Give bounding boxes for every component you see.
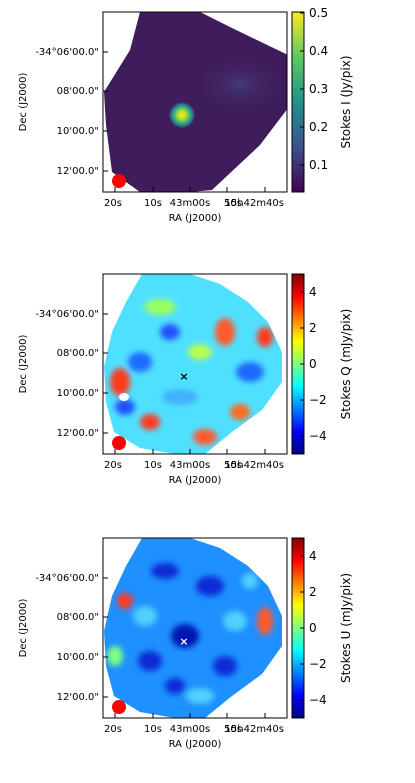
stokes-i-map <box>104 12 287 192</box>
x-axis-label: RA (J2000) <box>169 213 222 224</box>
beam-ellipse <box>112 700 126 714</box>
colorbar-tick-label: 4 <box>309 549 317 563</box>
x-tick-label: 10s <box>144 724 162 735</box>
beam-ellipse <box>112 174 126 188</box>
colorbar-tick-label: 0.2 <box>309 120 328 134</box>
stokes-u-panel: × 20s 10s 43m00s 50s 15h42m40s -34°06'00… <box>0 526 415 779</box>
x-tick-label: 20s <box>104 724 122 735</box>
x-tick-label: 43m00s <box>170 724 210 735</box>
colorbar-label: Stokes U (mJy/pix) <box>339 573 353 683</box>
colorbar-ticks <box>300 291 304 437</box>
y-axis-label: Dec (J2000) <box>18 335 29 394</box>
y-tick-label: 12'00.0" <box>57 692 99 703</box>
x-tick-label: 15h42m40s <box>225 460 284 471</box>
stokes-i-panel: 20s 10s 43m00s 50s 15h42m40s -34°06'00.0… <box>0 0 415 253</box>
x-tick-label: 15h42m40s <box>225 198 284 209</box>
x-tick-label: 15h42m40s <box>225 724 284 735</box>
x-tick-label: 10s <box>144 460 162 471</box>
x-axis-label: RA (J2000) <box>169 475 222 486</box>
colorbar-label: Stokes I (Jy/pix) <box>339 55 353 148</box>
beam-ellipse <box>112 436 126 450</box>
y-axis-label: Dec (J2000) <box>18 599 29 658</box>
y-tick-label: -34°06'00.0" <box>35 309 99 320</box>
x-tick-label: 50s <box>224 198 242 209</box>
colorbar-tick-label: −4 <box>309 693 327 707</box>
colorbar-ticks <box>300 12 304 166</box>
source-marker: × <box>179 635 188 648</box>
colorbar-tick-label: 0.1 <box>309 158 328 172</box>
colorbar-tick-label: 0.5 <box>309 6 328 20</box>
x-tick-label: 43m00s <box>170 198 210 209</box>
stokes-q-panel: × 20s 10s 43m00s 50s 15h42m40s -34°06'00… <box>0 262 415 515</box>
source-marker: × <box>179 370 188 383</box>
stokes-q-map: × <box>104 274 282 454</box>
colorbar-tick-label: −2 <box>309 393 327 407</box>
x-tick-label: 43m00s <box>170 460 210 471</box>
colorbar-ticks <box>300 555 304 701</box>
colorbar-tick-label: −4 <box>309 429 327 443</box>
x-axis-label: RA (J2000) <box>169 739 222 750</box>
diffuse-emission <box>195 55 285 115</box>
plot-frame <box>102 537 288 719</box>
y-tick-label: -34°06'00.0" <box>35 47 99 58</box>
x-tick-label: 20s <box>104 198 122 209</box>
stokes-i-source <box>168 101 196 129</box>
x-tick-label: 50s <box>224 724 242 735</box>
plot-frame <box>102 11 288 193</box>
y-axis-label: Dec (J2000) <box>18 73 29 132</box>
axis-ticks <box>103 577 266 718</box>
colorbar-tick-label: 2 <box>309 585 317 599</box>
colorbar-tick-label: −2 <box>309 657 327 671</box>
stokes-u-map: × <box>104 538 282 718</box>
colorbar-tick-label: 4 <box>309 285 317 299</box>
stokes-i-chart: 20s 10s 43m00s 50s 15h42m40s -34°06'00.0… <box>18 6 353 224</box>
colorbar-tick-label: 0.3 <box>309 82 328 96</box>
colorbar-tick-label: 2 <box>309 321 317 335</box>
y-tick-label: 10'00.0" <box>57 652 99 663</box>
y-tick-label: 08'00.0" <box>57 348 99 359</box>
y-tick-label: 08'00.0" <box>57 86 99 97</box>
y-tick-label: 10'00.0" <box>57 126 99 137</box>
plot-frame <box>102 273 288 455</box>
colorbar-tick-label: 0 <box>309 357 317 371</box>
y-tick-label: 08'00.0" <box>57 612 99 623</box>
y-tick-label: -34°06'00.0" <box>35 573 99 584</box>
y-tick-label: 12'00.0" <box>57 166 99 177</box>
y-tick-label: 10'00.0" <box>57 388 99 399</box>
axis-ticks <box>103 313 266 454</box>
x-tick-label: 50s <box>224 460 242 471</box>
colorbar-label: Stokes Q (mJy/pix) <box>339 309 353 420</box>
axis-ticks <box>103 51 266 192</box>
stokes-u-chart: × 20s 10s 43m00s 50s 15h42m40s -34°06'00… <box>18 537 353 750</box>
colorbar <box>291 11 305 193</box>
colorbar-tick-label: 0.4 <box>309 44 328 58</box>
colorbar-tick-label: 0 <box>309 621 317 635</box>
x-tick-label: 20s <box>104 460 122 471</box>
y-tick-label: 12'00.0" <box>57 428 99 439</box>
stokes-q-chart: × 20s 10s 43m00s 50s 15h42m40s -34°06'00… <box>18 273 353 486</box>
x-tick-label: 10s <box>144 198 162 209</box>
